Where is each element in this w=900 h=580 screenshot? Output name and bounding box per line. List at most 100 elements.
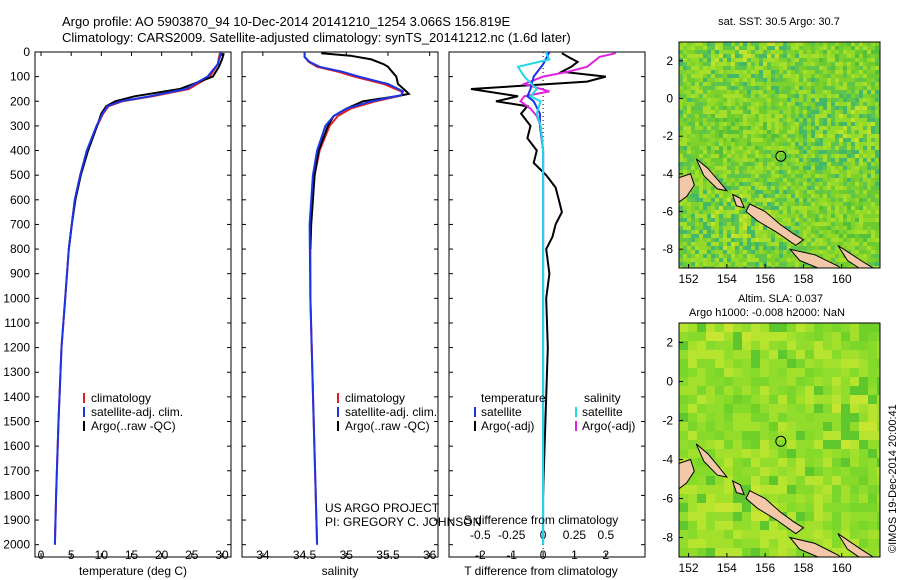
heat-cell [850,350,859,359]
heat-cell [733,368,742,377]
heat-cell [727,74,731,78]
heat-cell [791,222,795,226]
heat-cell [755,82,759,86]
heat-cell [875,234,879,238]
heat-cell [827,166,831,170]
heat-cell [759,246,763,250]
heat-cell [723,42,727,46]
heat-cell [863,258,867,262]
heat-cell [871,46,875,50]
heat-cell [823,94,827,98]
heat-cell [815,190,819,194]
heat-cell [875,114,879,118]
heat-cell [835,242,839,246]
heat-cell [863,230,867,234]
heat-cell [839,58,843,62]
heat-cell [759,74,763,78]
heat-cell [811,126,815,130]
heat-cell [875,50,879,54]
heat-cell [841,323,850,332]
heat-cell [775,186,779,190]
heat-cell [803,138,807,142]
heat-cell [815,222,819,226]
heat-cell [827,198,831,202]
heat-cell [688,449,697,458]
heat-cell [727,78,731,82]
depth-tick-label: 0 [23,45,30,59]
heat-cell [855,138,859,142]
heat-cell [851,126,855,130]
heat-cell [779,50,783,54]
heat-cell [783,118,787,122]
heat-cell [759,262,763,266]
heat-cell [843,78,847,82]
heat-cell [799,262,803,266]
heat-cell [707,86,711,90]
heat-cell [831,242,835,246]
heat-cell [743,62,747,66]
heat-cell [711,250,715,254]
heat-cell [683,222,687,226]
heat-cell [783,194,787,198]
heat-cell [863,114,867,118]
heat-cell [799,194,803,198]
heat-cell [867,202,871,206]
heat-cell [767,202,771,206]
heat-cell [707,134,711,138]
heat-cell [779,146,783,150]
heat-cell [868,359,877,368]
heat-cell [823,350,832,359]
heat-cell [695,102,699,106]
heat-cell [775,106,779,110]
heat-cell [733,323,742,332]
heat-cell [743,222,747,226]
heat-cell [735,126,739,130]
heat-cell [771,254,775,258]
heat-cell [751,467,760,476]
heat-cell [835,90,839,94]
heat-cell [739,146,743,150]
land-polygon [679,173,695,203]
heat-cell [811,178,815,182]
heat-cell [715,341,724,350]
heat-cell [735,114,739,118]
heat-cell [695,54,699,58]
heat-cell [827,250,831,254]
heat-cell [868,332,877,341]
heat-cell [851,118,855,122]
heat-cell [839,154,843,158]
heat-cell [739,158,743,162]
heat-cell [767,58,771,62]
heat-cell [783,210,787,214]
heat-cell [778,332,787,341]
heat-cell [699,46,703,50]
heat-cell [711,94,715,98]
heat-cell [805,521,814,530]
heat-cell [727,126,731,130]
heat-cell [759,174,763,178]
heat-cell [803,130,807,134]
heat-cell [823,194,827,198]
heat-cell [807,162,811,166]
heat-cell [733,476,742,485]
heat-cell [743,150,747,154]
heat-cell [731,86,735,90]
heat-cell [831,254,835,258]
heat-cell [727,94,731,98]
heat-cell [751,130,755,134]
heat-cell [832,395,841,404]
heat-cell [859,467,868,476]
heat-cell [727,150,731,154]
map-y-tick-label: -6 [662,205,673,219]
x-tick-label: 10 [95,548,109,562]
heat-cell [827,130,831,134]
heat-cell [724,539,733,548]
heat-cell [814,332,823,341]
heat-cell [827,238,831,242]
heat-cell [727,110,731,114]
heat-cell [731,238,735,242]
heat-cell [695,226,699,230]
heat-cell [832,512,841,521]
heat-cell [791,254,795,258]
heat-cell [719,146,723,150]
